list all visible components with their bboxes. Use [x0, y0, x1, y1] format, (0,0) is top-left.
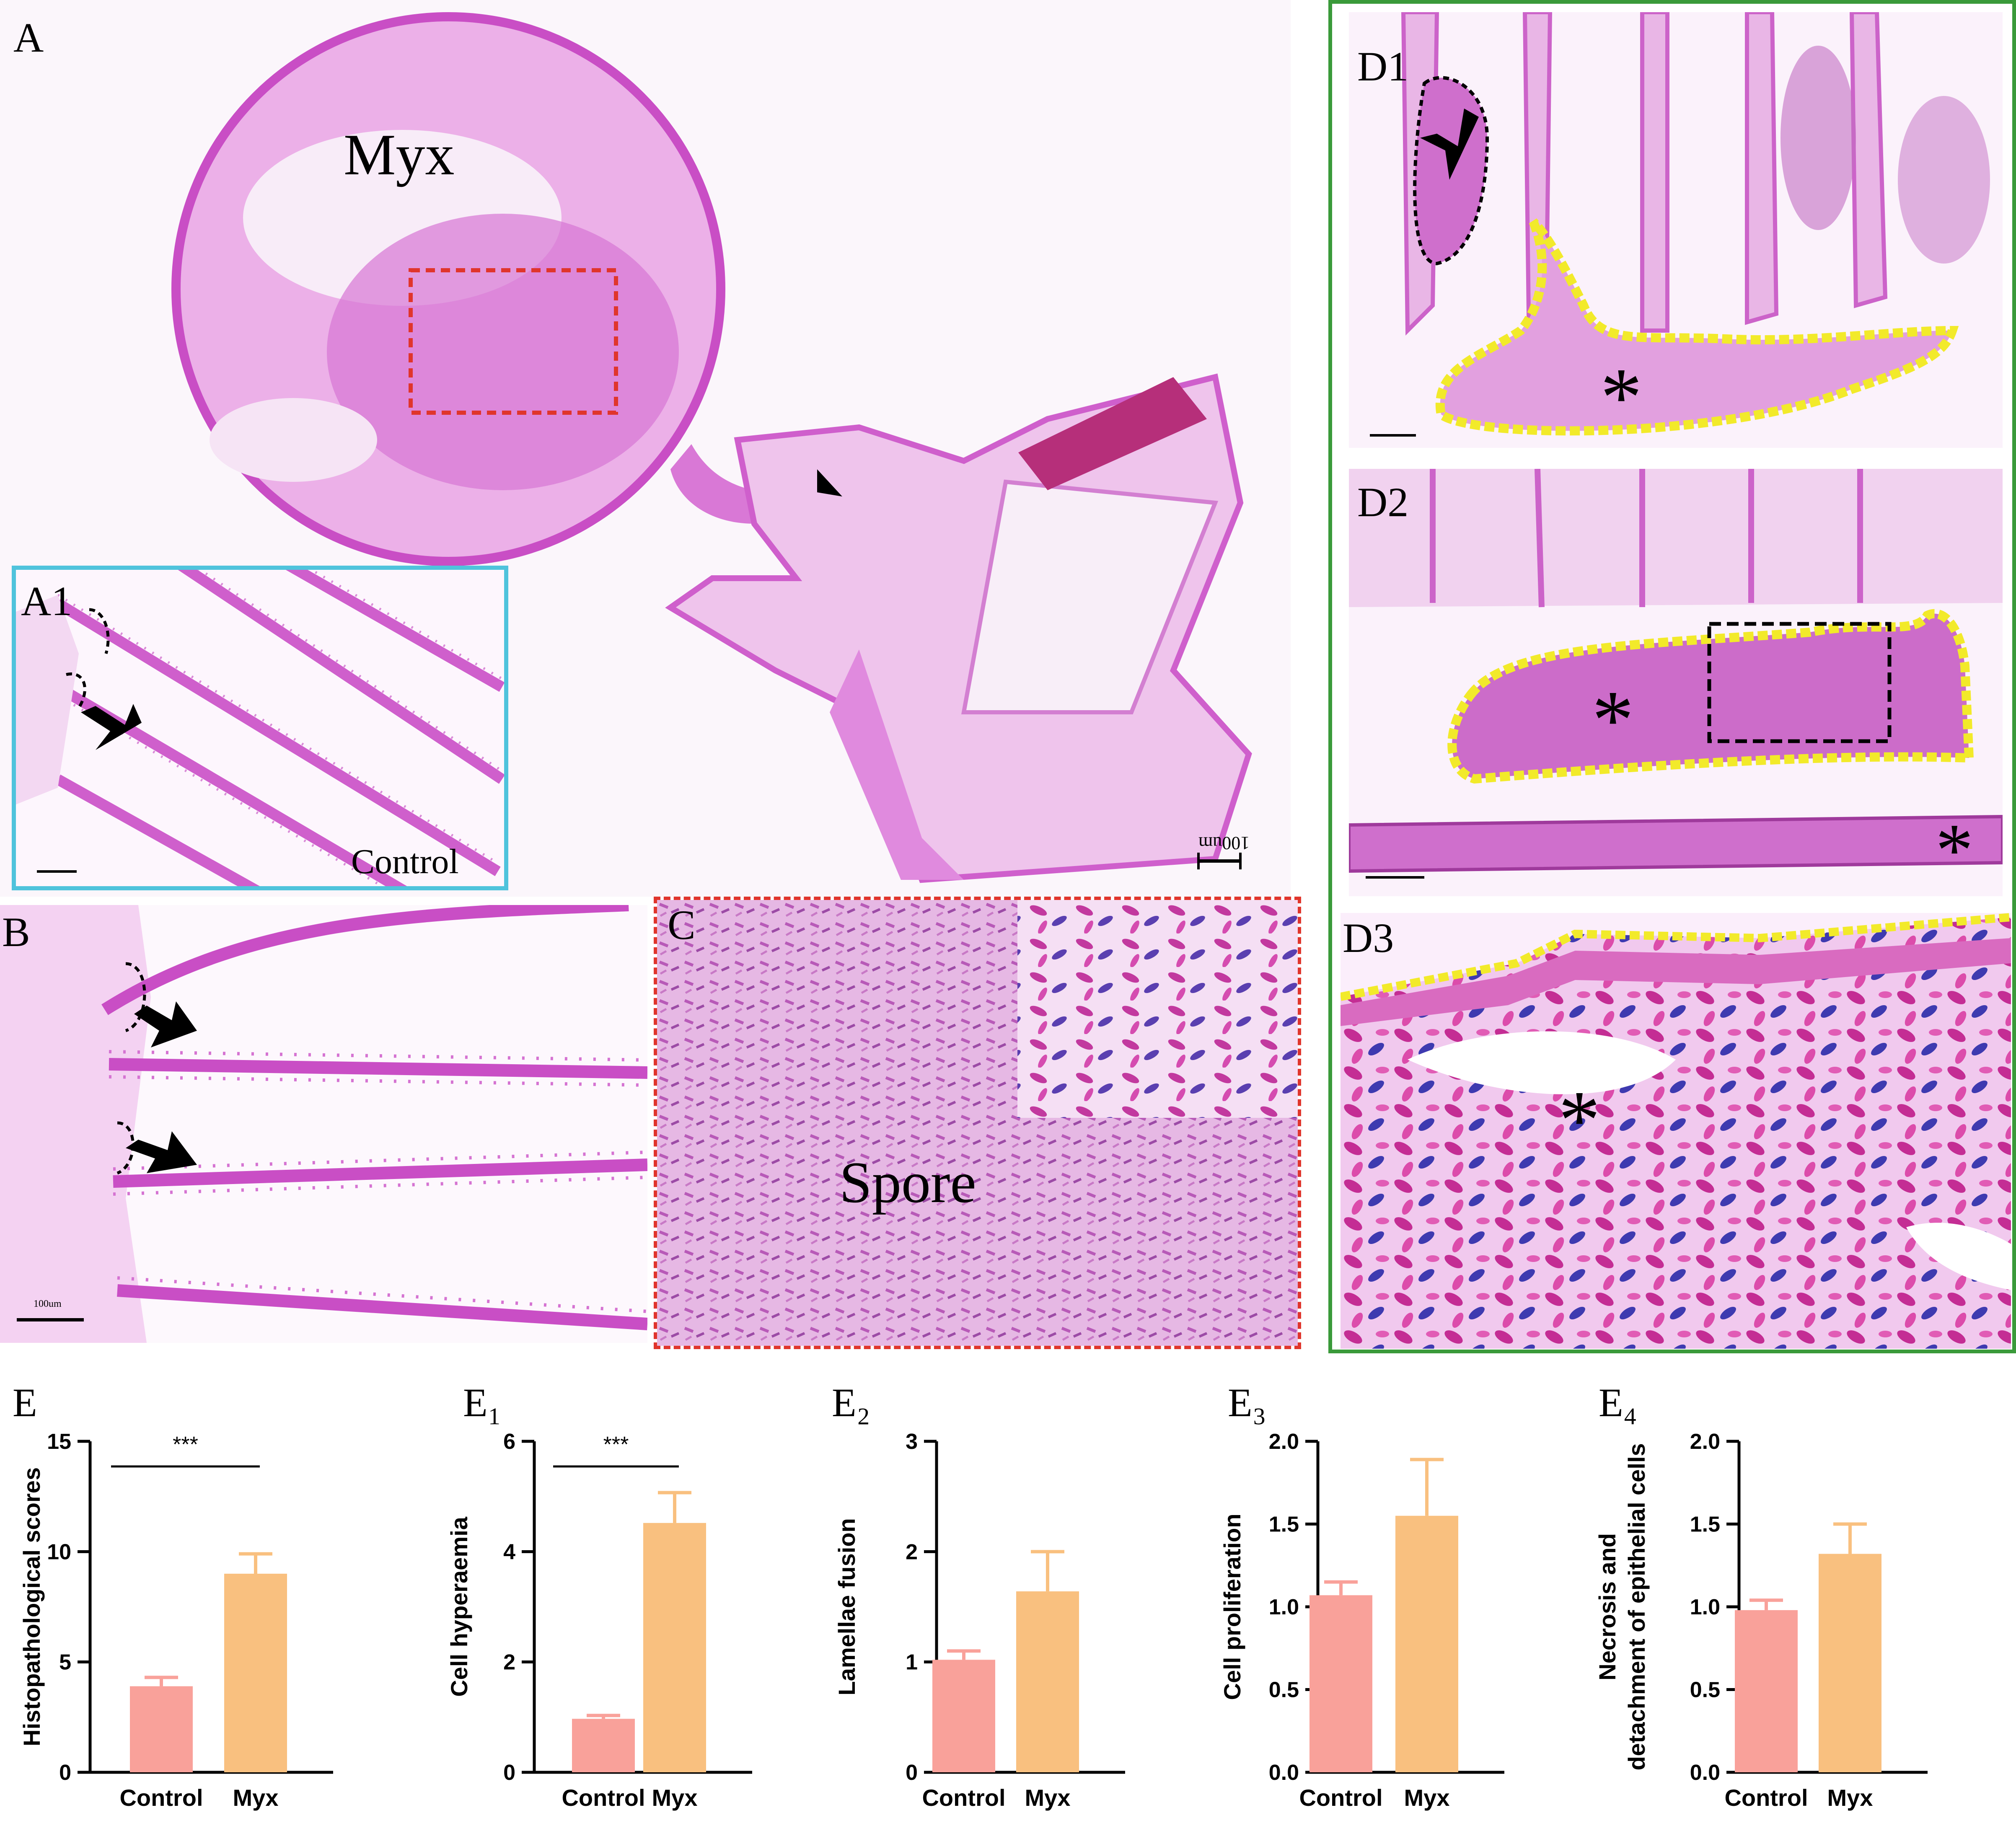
y-axis-label: Lamellae fusion — [833, 1518, 860, 1695]
y-tick-label: 15 — [47, 1430, 71, 1454]
y-tick-label: 2.0 — [1269, 1430, 1299, 1454]
panel-b-tissue — [0, 905, 647, 1343]
y-tick-label: 0.5 — [1690, 1678, 1720, 1702]
panel-d-frame: D1 * D2 * * — [1328, 0, 2016, 1353]
x-tick-label: Myx — [1025, 1784, 1071, 1811]
bar-control — [1309, 1595, 1372, 1772]
bar-myx — [1395, 1515, 1458, 1772]
x-tick-label: Myx — [652, 1784, 698, 1811]
bar-control — [572, 1719, 635, 1772]
bar-control — [1735, 1610, 1798, 1772]
panel-a1-tissue — [16, 570, 504, 886]
y-tick-label: 2 — [906, 1540, 918, 1564]
panel-d3: D3 * — [1341, 913, 2011, 1349]
bar-myx — [1819, 1554, 1881, 1772]
panel-d2-tissue — [1349, 469, 2003, 896]
d2-asterisk-2: * — [1936, 808, 1973, 892]
y-tick-label: 10 — [47, 1540, 71, 1564]
significance-marker: *** — [603, 1433, 629, 1457]
panel-d1-tissue — [1349, 12, 2003, 448]
panel-b-label: B — [2, 909, 30, 955]
y-axis-label: Necrosis and — [1594, 1533, 1620, 1681]
y-tick-label: 4 — [503, 1540, 515, 1564]
bar-myx — [224, 1574, 287, 1772]
panel-b: B 100um — [0, 905, 647, 1343]
chart-e3: 0.0 0.5 1.0 1.5 2.0 Cell proliferation Control… — [1219, 1430, 1504, 1811]
chart-e1: 0 2 4 6 Cell hyperaemia Control Myx *** — [446, 1430, 752, 1811]
panel-d1: D1 * — [1349, 12, 2003, 448]
panel-c-tissue — [657, 900, 1298, 1346]
y-tick-label: 2.0 — [1690, 1430, 1720, 1454]
x-tick-label: Control — [922, 1784, 1005, 1811]
y-axis-label: Cell proliferation — [1219, 1514, 1245, 1700]
x-tick-label: Control — [562, 1784, 645, 1811]
bar-myx — [643, 1523, 706, 1772]
x-tick-label: Control — [119, 1784, 203, 1811]
chart-e2-label: E₂ — [832, 1380, 871, 1425]
y-axis-label: Histopathological scores — [18, 1467, 45, 1746]
panel-d2: D2 * * — [1349, 469, 2003, 896]
y-tick-label: 0.0 — [1269, 1761, 1299, 1785]
x-tick-label: Control — [1724, 1784, 1808, 1811]
chart-e2: 0 1 2 3 Lamellae fusion Control Myx — [833, 1430, 1125, 1811]
y-tick-label: 5 — [59, 1650, 71, 1675]
panel-d1-label: D1 — [1357, 43, 1409, 90]
control-label: Control — [351, 842, 459, 881]
d1-asterisk: * — [1600, 351, 1642, 444]
panel-d3-tissue — [1341, 913, 2011, 1349]
d2-asterisk-1: * — [1592, 674, 1634, 766]
bar-control — [932, 1660, 995, 1772]
myx-label: Myx — [344, 122, 455, 187]
chart-e4: 0.0 0.5 1.0 1.5 2.0 Necrosis and detachment of… — [1594, 1430, 1928, 1811]
panel-a-scale-label: 100um — [1198, 833, 1250, 853]
y-tick-label: 1.0 — [1269, 1595, 1299, 1619]
d3-asterisk: * — [1558, 1074, 1600, 1166]
y-tick-label: 0.0 — [1690, 1761, 1720, 1785]
panel-d3-label: D3 — [1343, 915, 1394, 961]
x-tick-label: Myx — [1404, 1784, 1450, 1811]
x-tick-label: Myx — [1827, 1784, 1873, 1811]
y-tick-label: 2 — [503, 1650, 515, 1675]
chart-e-label: E — [13, 1380, 37, 1425]
y-tick-label: 1.5 — [1269, 1513, 1299, 1537]
y-tick-label: 0 — [906, 1761, 918, 1785]
panel-a1-label: A1 — [21, 578, 72, 624]
chart-e4-label: E₄ — [1599, 1380, 1638, 1425]
significance-marker: *** — [173, 1433, 198, 1457]
spore-label: Spore — [839, 1150, 976, 1215]
y-axis-label: detachment of epithelial cells — [1623, 1443, 1650, 1770]
x-tick-label: Myx — [233, 1784, 279, 1811]
y-tick-label: 1.0 — [1690, 1595, 1720, 1619]
x-tick-label: Control — [1299, 1784, 1382, 1811]
bar-control — [130, 1686, 193, 1772]
panel-b-scale-label: 100um — [34, 1298, 62, 1309]
y-tick-label: 0 — [59, 1761, 71, 1785]
y-tick-label: 1 — [906, 1650, 918, 1675]
chart-e3-label: E₃ — [1228, 1380, 1267, 1425]
panel-d2-label: D2 — [1357, 479, 1409, 525]
panel-a-label: A — [13, 14, 44, 61]
panel-c-label: C — [668, 902, 696, 948]
chart-e1-label: E₁ — [463, 1380, 502, 1425]
panel-a1: A1 Control — [12, 566, 508, 890]
y-axis-label: Cell hyperaemia — [446, 1516, 472, 1696]
y-tick-label: 1.5 — [1690, 1513, 1720, 1537]
y-tick-label: 0.5 — [1269, 1678, 1299, 1702]
panel-c: C Spore — [654, 897, 1301, 1349]
bar-myx — [1016, 1591, 1079, 1772]
y-tick-label: 6 — [503, 1430, 515, 1454]
y-tick-label: 3 — [906, 1430, 918, 1454]
y-tick-label: 0 — [503, 1761, 515, 1785]
